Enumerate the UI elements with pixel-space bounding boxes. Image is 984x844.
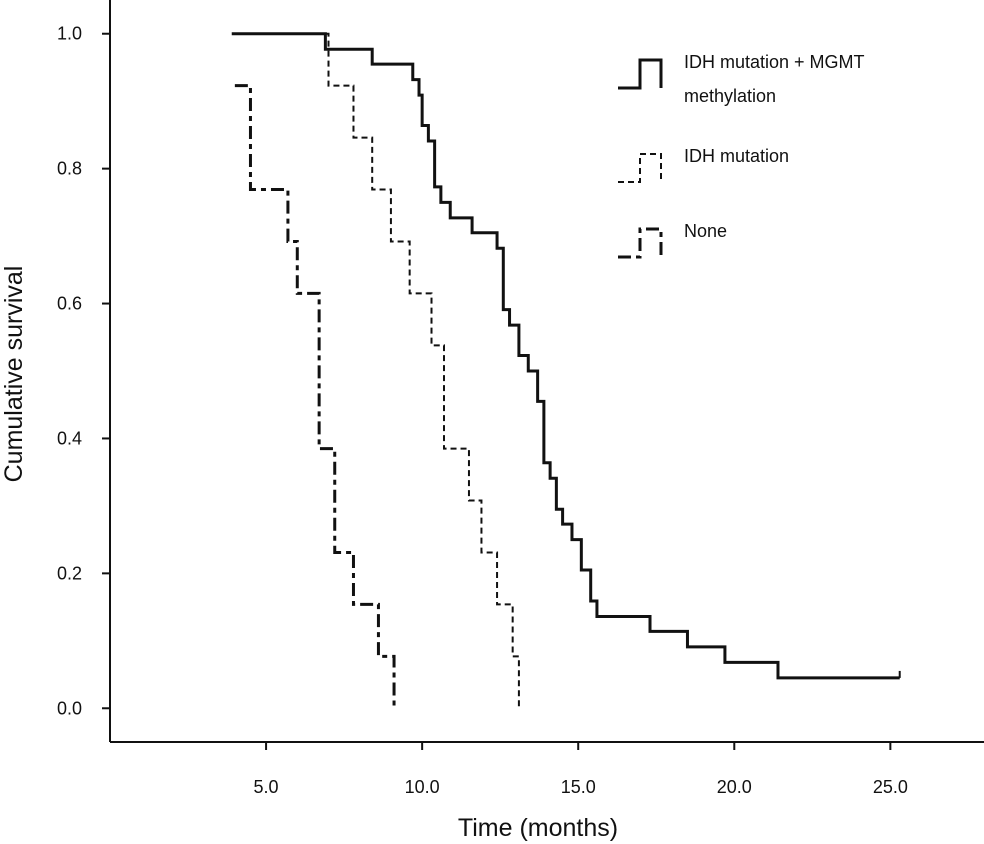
series-line-2 [325, 32, 520, 709]
y-tick-label: 0.4 [57, 428, 82, 448]
series-line-3 [234, 84, 396, 709]
legend-label-2: IDH mutation [684, 146, 789, 166]
series-line-1 [231, 32, 900, 680]
y-tick-label: 0.6 [57, 294, 82, 314]
axes: 0.0 0.2 0.4 0.6 0.8 1.0 5.0 10.0 15.0 20.0 25.0 [57, 0, 984, 797]
legend-label-3: None [684, 221, 727, 241]
y-tick-label: 1.0 [57, 24, 82, 44]
x-tick-label: 5.0 [254, 777, 279, 797]
y-tick-label: 0.8 [57, 159, 82, 179]
x-tick-label: 10.0 [405, 777, 440, 797]
legend: IDH mutation + MGMT methylation IDH mutati… [618, 52, 865, 259]
x-axis-title: Time (months) [458, 814, 618, 842]
legend-swatch-2 [618, 153, 662, 183]
x-tick-label: 15.0 [561, 777, 596, 797]
y-axis-title: Cumulative survival [0, 266, 28, 483]
x-tick-label: 25.0 [873, 777, 908, 797]
legend-swatch-3 [618, 227, 663, 259]
series-layer [231, 32, 901, 709]
y-tick-label: 0.0 [57, 698, 82, 718]
legend-swatch-1 [618, 58, 663, 90]
y-tick-label: 0.2 [57, 563, 82, 583]
legend-label-1: IDH mutation + MGMT methylation [684, 52, 865, 106]
x-tick-label: 20.0 [717, 777, 752, 797]
